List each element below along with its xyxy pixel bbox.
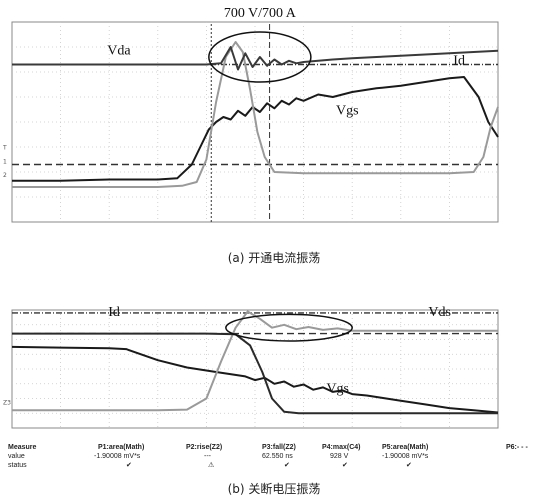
panel-b-highlight-ellipse bbox=[225, 313, 353, 342]
measure-value-p4: 928 V bbox=[330, 453, 349, 460]
panel-a-channel-marker: T bbox=[2, 145, 7, 152]
measure-status-p4: ✔ bbox=[342, 462, 348, 469]
panel-a-trace-label: Vda bbox=[107, 44, 131, 59]
caption-b: (b) 关断电压振荡 bbox=[227, 482, 321, 496]
measure-header-row: Measure P1:area(Math) P2:rise(Z2) P3:fal… bbox=[8, 443, 540, 452]
panel-a-trace-3 bbox=[12, 46, 499, 71]
panel-b-trace-1 bbox=[11, 345, 499, 414]
measure-status-p2: ⚠ bbox=[208, 462, 215, 469]
measure-header-p3: P3:fall(Z2) bbox=[262, 444, 296, 451]
measure-header-label: Measure bbox=[8, 444, 37, 451]
panel-b-trace-label: Vds bbox=[428, 305, 451, 320]
panel-a-title: 700 V/700 A bbox=[224, 6, 297, 21]
measure-status-p1: ✔ bbox=[126, 462, 132, 469]
measure-header-p2: P2:rise(Z2) bbox=[186, 444, 223, 451]
measure-header-p4: P4:max(C4) bbox=[322, 444, 361, 451]
panel-a-trace-label: Vgs bbox=[336, 104, 359, 119]
scope-panel-a: Vda Id Vgs T 1 2 700 V/700 A bbox=[2, 6, 499, 223]
panel-a-channel-marker: 1 bbox=[3, 158, 7, 165]
panel-a-channel-marker: 2 bbox=[3, 172, 7, 179]
panel-a-trace-label: Id bbox=[453, 54, 465, 69]
measure-value-p3: 62.550 ns bbox=[262, 453, 293, 460]
measure-header-p5: P5:area(Math) bbox=[382, 444, 429, 451]
measure-status-row: status ✔ ⚠ ✔ ✔ ✔ bbox=[8, 461, 540, 470]
measure-value-p2: --- bbox=[204, 453, 211, 460]
panel-b-channel-marker: Z3 bbox=[3, 399, 11, 406]
caption-a: (a) 开通电流振荡 bbox=[227, 251, 321, 265]
panel-b-trace-label: Id bbox=[108, 305, 120, 320]
measurement-table: Measure P1:area(Math) P2:rise(Z2) P3:fal… bbox=[8, 443, 540, 470]
measure-value-label: value bbox=[8, 453, 25, 460]
scope-panel-b: Id Vds Vgs Z3 bbox=[3, 305, 499, 429]
panel-b-plot-frame bbox=[11, 309, 499, 429]
measure-value-p5: -1.90008 mV*s bbox=[382, 453, 429, 460]
panel-b-trace-3 bbox=[12, 332, 498, 415]
measure-status-p3: ✔ bbox=[284, 462, 290, 469]
panel-a-highlight-ellipse bbox=[208, 31, 312, 83]
panel-a-trace-2 bbox=[12, 41, 499, 188]
measure-header-p6: P6:- - - bbox=[506, 444, 528, 451]
measure-header-p1: P1:area(Math) bbox=[98, 444, 145, 451]
measure-status-p5: ✔ bbox=[406, 462, 412, 469]
panel-a-trace-1 bbox=[12, 76, 499, 182]
measure-status-label: status bbox=[8, 462, 27, 469]
measure-value-row: value -1.90008 mV*s --- 62.550 ns 928 V … bbox=[8, 452, 540, 461]
panel-b-trace-label: Vgs bbox=[326, 382, 349, 397]
panel-b-trace-2 bbox=[12, 310, 498, 412]
measure-value-p1: -1.90008 mV*s bbox=[94, 453, 141, 460]
